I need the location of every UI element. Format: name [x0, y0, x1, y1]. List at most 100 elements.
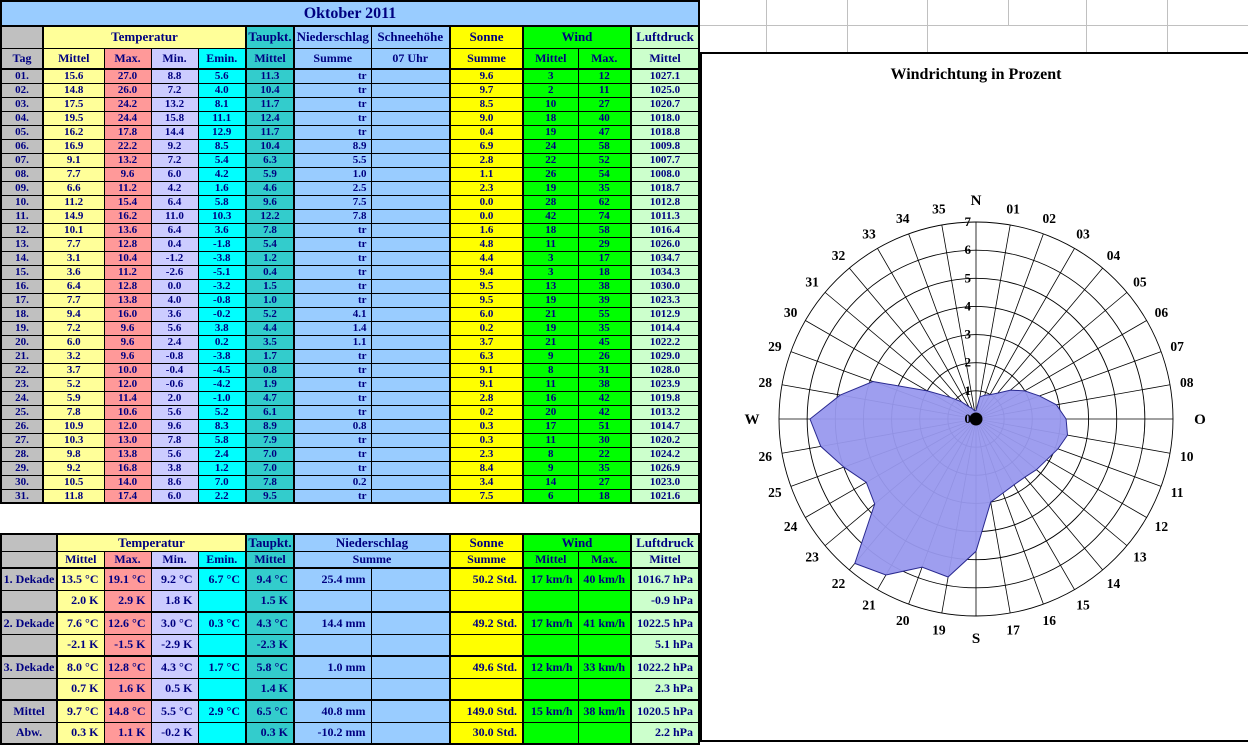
cell-temp-emin[interactable]: 5.2: [197, 404, 247, 420]
cell-schneehoehe-07uhr[interactable]: [370, 677, 451, 701]
cell-tag[interactable]: 13.: [0, 236, 44, 252]
cell-temp-max[interactable]: 14.0: [103, 474, 152, 490]
cell-tag[interactable]: 14.: [0, 250, 44, 266]
cell-sonne-summe[interactable]: [449, 633, 524, 657]
cell-temp-mittel[interactable]: 3.2: [42, 348, 105, 364]
cell-temp-max[interactable]: 16.8: [103, 460, 152, 476]
cell-temp-mittel[interactable]: 14.9: [42, 208, 105, 224]
cell-wind-max[interactable]: 27: [577, 474, 632, 490]
cell-tag[interactable]: 23.: [0, 376, 44, 392]
cell-temp-emin[interactable]: -4.5: [197, 362, 247, 378]
cell-temp-max[interactable]: 15.4: [103, 194, 152, 210]
cell-temp-mittel[interactable]: 5.2: [42, 376, 105, 392]
cell-schneehoehe-07uhr[interactable]: [370, 306, 451, 322]
cell-niederschlag-summe[interactable]: tr: [293, 222, 372, 238]
cell-sonne-summe[interactable]: 9.5: [449, 278, 524, 294]
cell-wind-mittel[interactable]: 12 km/h: [522, 655, 579, 679]
wind-rose-chart-frame[interactable]: 0 1 2 3 4 5 6 7 01 02 03 04 05 06 07 08 O 10 11 12 13 14 15 16 1…: [700, 52, 1248, 742]
cell-temp-mittel[interactable]: -2.1 K: [56, 633, 105, 657]
cell-temp-emin[interactable]: 11.1: [197, 110, 247, 126]
cell-niederschlag-summe[interactable]: 1.0 mm: [293, 655, 372, 679]
cell-schneehoehe-07uhr[interactable]: [370, 362, 451, 378]
cell-wind-mittel[interactable]: 24: [522, 138, 579, 154]
cell-luftdruck-mittel[interactable]: 1027.1: [630, 68, 700, 84]
cell-wind-mittel[interactable]: 17 km/h: [522, 611, 579, 635]
cell-temp-emin[interactable]: 10.3: [197, 208, 247, 224]
cell-temp-emin[interactable]: 5.6: [197, 68, 247, 84]
cell-taupkt-mittel[interactable]: 4.4: [245, 320, 295, 336]
cell-schneehoehe-07uhr[interactable]: [370, 699, 451, 723]
cell-temp-max[interactable]: 1.6 K: [103, 677, 152, 701]
cell-schneehoehe-07uhr[interactable]: [370, 264, 451, 280]
cell-temp-mittel[interactable]: 7.7: [42, 292, 105, 308]
cell-temp-emin[interactable]: 1.2: [197, 460, 247, 476]
cell-luftdruck-mittel[interactable]: 1013.2: [630, 404, 700, 420]
col-header-niederschlag-summe[interactable]: Summe: [293, 47, 372, 70]
sub-header-temp-min[interactable]: Min.: [150, 551, 199, 569]
cell-tag[interactable]: 06.: [0, 138, 44, 154]
cell-temp-emin[interactable]: 5.8: [197, 432, 247, 448]
cell-temp-max[interactable]: 17.8: [103, 124, 152, 140]
cell-temp-min[interactable]: -1.2: [150, 250, 199, 266]
cell-wind-max[interactable]: 11: [577, 82, 632, 98]
cell-schneehoehe-07uhr[interactable]: [370, 418, 451, 434]
empty-spreadsheet-cells[interactable]: [700, 0, 1248, 52]
cell-temp-emin[interactable]: 2.4: [197, 446, 247, 462]
cell-niederschlag-summe[interactable]: tr: [293, 96, 372, 112]
cell-temp-min[interactable]: 5.6: [150, 320, 199, 336]
cell-temp-mittel[interactable]: 0.7 K: [56, 677, 105, 701]
cell-wind-max[interactable]: [577, 721, 632, 745]
row-label[interactable]: 3. Dekade: [0, 655, 58, 679]
cell-temp-min[interactable]: 6.0: [150, 488, 199, 504]
cell-temp-emin[interactable]: 2.2: [197, 488, 247, 504]
cell-temp-max[interactable]: 11.2: [103, 180, 152, 196]
cell-luftdruck-mittel[interactable]: 1020.7: [630, 96, 700, 112]
cell-wind-mittel[interactable]: 21: [522, 306, 579, 322]
cell-wind-mittel[interactable]: 17 km/h: [522, 567, 579, 591]
cell-temp-min[interactable]: 1.8 K: [150, 589, 199, 613]
cell-temp-mittel[interactable]: 15.6: [42, 68, 105, 84]
cell-luftdruck-mittel[interactable]: 1021.6: [630, 488, 700, 504]
cell-temp-mittel[interactable]: 19.5: [42, 110, 105, 126]
cell-luftdruck-mittel[interactable]: 1016.7 hPa: [630, 567, 700, 591]
cell-temp-mittel[interactable]: 10.3: [42, 432, 105, 448]
cell-luftdruck-mittel[interactable]: 1026.0: [630, 236, 700, 252]
cell-niederschlag-summe[interactable]: tr: [293, 348, 372, 364]
col-header-tag[interactable]: Tag: [0, 47, 44, 70]
cell-wind-max[interactable]: 40 km/h: [577, 567, 632, 591]
cell-niederschlag-summe[interactable]: tr: [293, 488, 372, 504]
cell-wind-max[interactable]: 58: [577, 138, 632, 154]
sub-header-luftdruck-mittel[interactable]: Mittel: [630, 551, 700, 569]
cell-temp-mittel[interactable]: 6.6: [42, 180, 105, 196]
cell-temp-max[interactable]: 13.8: [103, 446, 152, 462]
cell-sonne-summe[interactable]: 6.9: [449, 138, 524, 154]
cell-temp-max[interactable]: 12.0: [103, 418, 152, 434]
sub-header-temp-mittel[interactable]: Mittel: [56, 551, 105, 569]
cell-schneehoehe-07uhr[interactable]: [370, 68, 451, 84]
cell-temp-min[interactable]: 7.2: [150, 152, 199, 168]
cell-wind-mittel[interactable]: [522, 677, 579, 701]
cell-wind-max[interactable]: 39: [577, 292, 632, 308]
cell-temp-mittel[interactable]: 5.9: [42, 390, 105, 406]
cell-temp-max[interactable]: 10.4: [103, 250, 152, 266]
cell-schneehoehe-07uhr[interactable]: [370, 655, 451, 679]
cell-temp-max[interactable]: 9.6: [103, 334, 152, 350]
cell-wind-mittel[interactable]: 2: [522, 82, 579, 98]
cell-taupkt-mittel[interactable]: 5.2: [245, 306, 295, 322]
cell-wind-max[interactable]: 17: [577, 250, 632, 266]
cell-temp-mittel[interactable]: 2.0 K: [56, 589, 105, 613]
cell-temp-emin[interactable]: 3.6: [197, 222, 247, 238]
cell-sonne-summe[interactable]: 9.4: [449, 264, 524, 280]
cell-sonne-summe[interactable]: 4.8: [449, 236, 524, 252]
cell-niederschlag-summe[interactable]: tr: [293, 404, 372, 420]
row-label[interactable]: [0, 633, 58, 657]
cell-temp-min[interactable]: 6.0: [150, 166, 199, 182]
cell-temp-max[interactable]: 9.6: [103, 166, 152, 182]
cell-temp-min[interactable]: 5.6: [150, 404, 199, 420]
cell-wind-max[interactable]: 52: [577, 152, 632, 168]
sub-header-temp-max[interactable]: Max.: [103, 551, 152, 569]
cell-tag[interactable]: 22.: [0, 362, 44, 378]
cell-niederschlag-summe[interactable]: 1.0: [293, 166, 372, 182]
cell-schneehoehe-07uhr[interactable]: [370, 432, 451, 448]
cell-luftdruck-mittel[interactable]: 1012.8: [630, 194, 700, 210]
